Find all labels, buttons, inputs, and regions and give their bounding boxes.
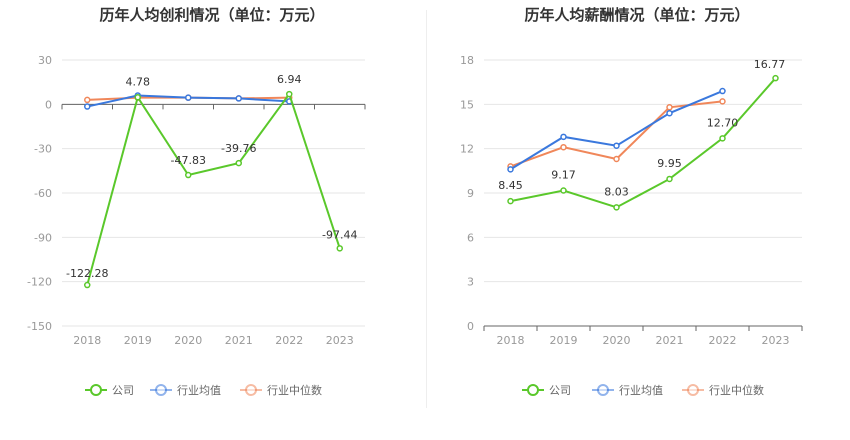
y-tick-label: 3 [467,276,474,289]
x-tick-label: 2023 [326,334,354,347]
x-tick-label: 2020 [174,334,202,347]
legend-label: 行业均值 [177,384,221,397]
y-tick-label: 9 [467,187,474,200]
panel-divider [426,10,427,408]
data-point [666,104,673,111]
legend-marker [155,384,167,396]
x-tick-label: 2020 [603,334,631,347]
data-point [719,98,726,105]
data-point [84,96,91,104]
legend-label: 公司 [549,384,571,397]
data-label: 9.17 [551,168,576,181]
y-tick-label: -90 [34,231,52,244]
data-point [507,166,514,173]
data-point [84,103,91,110]
data-point [560,133,567,141]
chart-title: 历年人均创利情况（单位：万元） [99,6,324,24]
legend-marker [687,384,699,396]
data-point [613,204,620,211]
y-tick-label: -30 [34,143,52,156]
data-point [84,281,91,289]
x-tick-label: 2023 [762,334,790,347]
profit-per-capita-panel: 历年人均创利情况（单位：万元） 30 0 -30 -60 -90 -120 -150 2018 2… [0,0,425,436]
data-label: 6.94 [277,73,302,86]
x-tick-label: 2022 [275,334,303,347]
y-tick-label: -120 [27,276,52,289]
y-tick-label: -150 [27,320,52,333]
x-tick-label: 2018 [73,334,101,347]
y-tick-label: 18 [460,54,474,67]
data-point [719,135,726,142]
legend-label: 行业中位数 [267,383,322,397]
legend-label: 行业均值 [619,384,663,397]
salary-per-capita-chart: 历年人均薪酬情况（单位：万元） 18 15 12 9 6 3 0 2018 2019 2020 202… [460,6,803,397]
data-point [613,155,620,163]
data-label: 12.70 [707,116,739,129]
y-tick-label: -60 [34,187,52,200]
x-tick-label: 2019 [550,334,578,347]
data-point [507,197,514,205]
data-label: -47.83 [171,154,206,167]
legend-label: 公司 [112,384,134,397]
legend-marker [597,384,609,396]
data-point [185,94,192,101]
data-point [185,171,192,179]
legend-label: 行业中位数 [709,383,764,397]
x-tick-label: 2021 [656,334,684,347]
chart-title: 历年人均薪酬情况（单位：万元） [524,6,749,24]
salary-per-capita-panel: 历年人均薪酬情况（单位：万元） 18 15 12 9 6 3 0 2018 2019 2020 202… [425,0,850,436]
data-label: -97.44 [322,228,357,241]
data-point [560,187,567,194]
y-tick-label: 12 [460,143,474,156]
y-tick-label: 0 [467,320,474,333]
profit-per-capita-chart: 历年人均创利情况（单位：万元） 30 0 -30 -60 -90 -120 -150 2018 2… [27,6,366,397]
data-point [235,95,242,102]
data-label: 9.95 [657,157,682,170]
data-point [134,94,141,101]
legend-marker [90,384,102,396]
data-point [719,87,726,95]
data-label: 8.45 [498,179,523,192]
data-label: 8.03 [604,185,629,198]
x-tick-label: 2018 [497,334,525,347]
data-point [286,90,293,98]
series-line [510,77,777,209]
y-tick-label: 15 [460,98,474,111]
data-point [772,74,779,82]
legend-marker [245,384,257,396]
x-tick-label: 2022 [709,334,737,347]
data-label: 16.77 [754,58,786,71]
data-point [666,109,673,117]
data-point [560,143,567,151]
data-label: -122.28 [66,267,108,280]
data-point [613,142,620,149]
x-tick-label: 2021 [225,334,253,347]
x-tick-label: 2019 [124,334,152,347]
y-tick-label: 6 [467,231,474,244]
y-tick-label: 30 [38,54,52,67]
legend-marker [527,384,539,396]
data-label: 4.78 [126,75,151,88]
data-point [336,245,343,252]
data-label: -39.76 [221,142,256,155]
data-point [235,159,242,167]
y-tick-label: 0 [45,98,52,111]
data-point [666,175,673,183]
series-line [86,91,341,286]
